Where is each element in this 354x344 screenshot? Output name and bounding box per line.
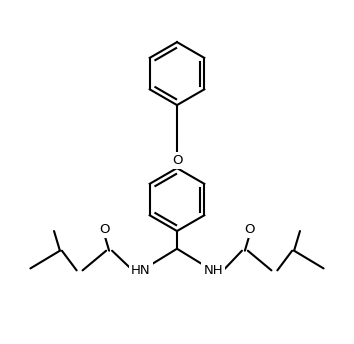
Text: O: O — [245, 223, 255, 236]
Text: O: O — [172, 154, 182, 167]
Text: NH: NH — [204, 264, 223, 277]
Text: O: O — [99, 223, 109, 236]
Text: HN: HN — [131, 264, 150, 277]
